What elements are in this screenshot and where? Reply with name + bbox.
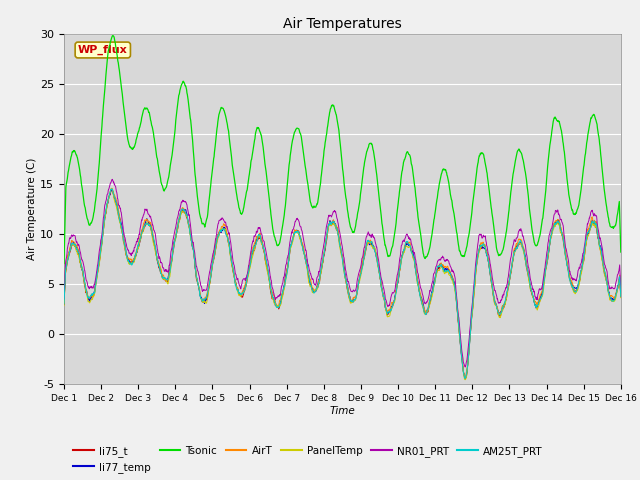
X-axis label: Time: Time xyxy=(330,406,355,416)
Legend: li75_t, li77_temp, Tsonic, AirT, PanelTemp, NR01_PRT, AM25T_PRT: li75_t, li77_temp, Tsonic, AirT, PanelTe… xyxy=(69,442,547,477)
Y-axis label: Air Temperature (C): Air Temperature (C) xyxy=(28,157,37,260)
Text: WP_flux: WP_flux xyxy=(78,45,127,55)
Title: Air Temperatures: Air Temperatures xyxy=(283,17,402,31)
